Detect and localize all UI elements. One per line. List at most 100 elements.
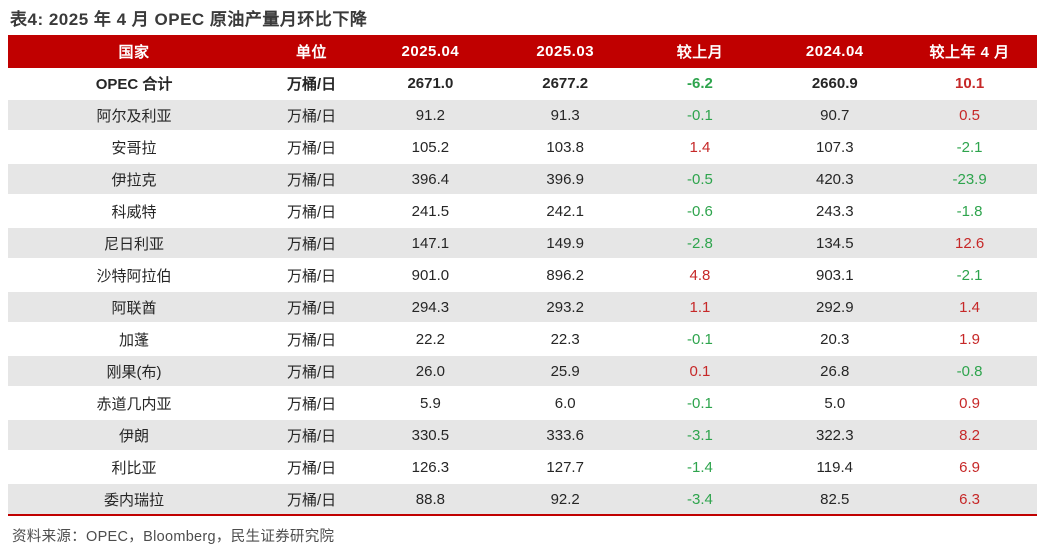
table-row: 委内瑞拉 万桶/日 88.8 92.2 -3.4 82.5 6.3 [8,483,1037,516]
cell-yoy-change: 10.1 [902,68,1037,100]
col-header-2024-04: 2024.04 [767,35,903,68]
cell-2025-03: 2677.2 [497,68,633,100]
cell-yoy-change: -2.1 [902,259,1037,292]
cell-2025-04: 88.8 [362,483,498,516]
cell-2024-04: 243.3 [767,195,903,228]
cell-unit: 万桶/日 [260,99,363,132]
cell-yoy-change: 0.5 [902,99,1037,132]
table-row: 安哥拉 万桶/日 105.2 103.8 1.4 107.3 -2.1 [8,131,1037,164]
table-row: 刚果(布) 万桶/日 26.0 25.9 0.1 26.8 -0.8 [8,355,1037,388]
cell-2024-04: 90.7 [767,99,903,132]
cell-country: 科威特 [8,195,261,228]
cell-yoy-change: 6.9 [902,451,1037,484]
table-row: 利比亚 万桶/日 126.3 127.7 -1.4 119.4 6.9 [8,451,1037,484]
opec-production-table: 国家 单位 2025.04 2025.03 较上月 2024.04 较上年 4 … [8,35,1037,516]
cell-mom-change: -0.6 [632,195,768,228]
cell-2024-04: 26.8 [767,355,903,388]
table-row: 伊朗 万桶/日 330.5 333.6 -3.1 322.3 8.2 [8,419,1037,452]
cell-country: 阿尔及利亚 [8,99,261,132]
col-header-unit: 单位 [260,35,363,68]
cell-country: 尼日利亚 [8,227,261,260]
cell-2024-04: 134.5 [767,227,903,260]
cell-country: 安哥拉 [8,131,261,164]
cell-2024-04: 420.3 [767,163,903,196]
cell-2025-04: 396.4 [362,163,498,196]
cell-2025-03: 6.0 [497,387,633,420]
col-header-yoy: 较上年 4 月 [902,35,1037,68]
cell-unit: 万桶/日 [260,195,363,228]
cell-mom-change: 1.4 [632,131,768,164]
cell-unit: 万桶/日 [260,355,363,388]
data-source-note: 资料来源：OPEC，Bloomberg，民生证券研究院 [12,529,335,545]
cell-mom-change: -0.1 [632,99,768,132]
cell-2025-03: 333.6 [497,419,633,452]
cell-yoy-change: -23.9 [902,163,1037,196]
cell-yoy-change: 1.9 [902,323,1037,356]
cell-unit: 万桶/日 [260,291,363,324]
cell-yoy-change: 12.6 [902,227,1037,260]
cell-country: 赤道几内亚 [8,387,261,420]
table-row: 阿尔及利亚 万桶/日 91.2 91.3 -0.1 90.7 0.5 [8,99,1037,132]
cell-unit: 万桶/日 [260,259,363,292]
cell-2024-04: 5.0 [767,387,903,420]
cell-2025-04: 294.3 [362,291,498,324]
cell-country: 阿联酋 [8,291,261,324]
table-body: OPEC 合计 万桶/日 2671.0 2677.2 -6.2 2660.9 10.1 阿尔及… [8,68,1037,516]
table-row: 尼日利亚 万桶/日 147.1 149.9 -2.8 134.5 12.6 [8,227,1037,260]
cell-2025-04: 901.0 [362,259,498,292]
cell-mom-change: -0.1 [632,387,768,420]
cell-unit: 万桶/日 [260,68,363,100]
cell-2025-04: 147.1 [362,227,498,260]
cell-mom-change: -3.4 [632,483,768,516]
cell-mom-change: -2.8 [632,227,768,260]
cell-2025-03: 896.2 [497,259,633,292]
cell-2025-04: 126.3 [362,451,498,484]
cell-country: 加蓬 [8,323,261,356]
cell-country: 委内瑞拉 [8,483,261,516]
cell-2025-03: 22.3 [497,323,633,356]
cell-2025-04: 330.5 [362,419,498,452]
cell-2025-03: 149.9 [497,227,633,260]
header-row: 国家 单位 2025.04 2025.03 较上月 2024.04 较上年 4 … [8,35,1037,68]
cell-mom-change: -6.2 [632,68,768,100]
cell-mom-change: -0.5 [632,163,768,196]
cell-unit: 万桶/日 [260,419,363,452]
cell-2024-04: 20.3 [767,323,903,356]
cell-country: 沙特阿拉伯 [8,259,261,292]
cell-unit: 万桶/日 [260,227,363,260]
cell-2025-04: 91.2 [362,99,498,132]
cell-2025-03: 127.7 [497,451,633,484]
table-row: 阿联酋 万桶/日 294.3 293.2 1.1 292.9 1.4 [8,291,1037,324]
cell-2025-04: 105.2 [362,131,498,164]
cell-2024-04: 322.3 [767,419,903,452]
cell-country: 刚果(布) [8,355,261,388]
cell-2025-03: 92.2 [497,483,633,516]
table-row: 加蓬 万桶/日 22.2 22.3 -0.1 20.3 1.9 [8,323,1037,356]
col-header-2025-04: 2025.04 [362,35,498,68]
cell-unit: 万桶/日 [260,451,363,484]
cell-country: OPEC 合计 [8,68,261,100]
col-header-2025-03: 2025.03 [497,35,633,68]
cell-unit: 万桶/日 [260,323,363,356]
cell-2025-04: 5.9 [362,387,498,420]
cell-mom-change: -3.1 [632,419,768,452]
cell-yoy-change: -1.8 [902,195,1037,228]
cell-mom-change: -0.1 [632,323,768,356]
cell-mom-change: 1.1 [632,291,768,324]
table-header: 国家 单位 2025.04 2025.03 较上月 2024.04 较上年 4 … [8,35,1037,68]
cell-2025-03: 242.1 [497,195,633,228]
cell-unit: 万桶/日 [260,483,363,516]
table-row: 伊拉克 万桶/日 396.4 396.9 -0.5 420.3 -23.9 [8,163,1037,196]
col-header-mom: 较上月 [632,35,768,68]
table-row: OPEC 合计 万桶/日 2671.0 2677.2 -6.2 2660.9 10.1 [8,68,1037,100]
cell-yoy-change: -0.8 [902,355,1037,388]
cell-unit: 万桶/日 [260,387,363,420]
table-title: 表4: 2025 年 4 月 OPEC 原油产量月环比下降 [10,10,368,29]
cell-unit: 万桶/日 [260,131,363,164]
col-header-country: 国家 [8,35,261,68]
cell-country: 伊拉克 [8,163,261,196]
cell-2024-04: 107.3 [767,131,903,164]
cell-yoy-change: -2.1 [902,131,1037,164]
cell-mom-change: 4.8 [632,259,768,292]
